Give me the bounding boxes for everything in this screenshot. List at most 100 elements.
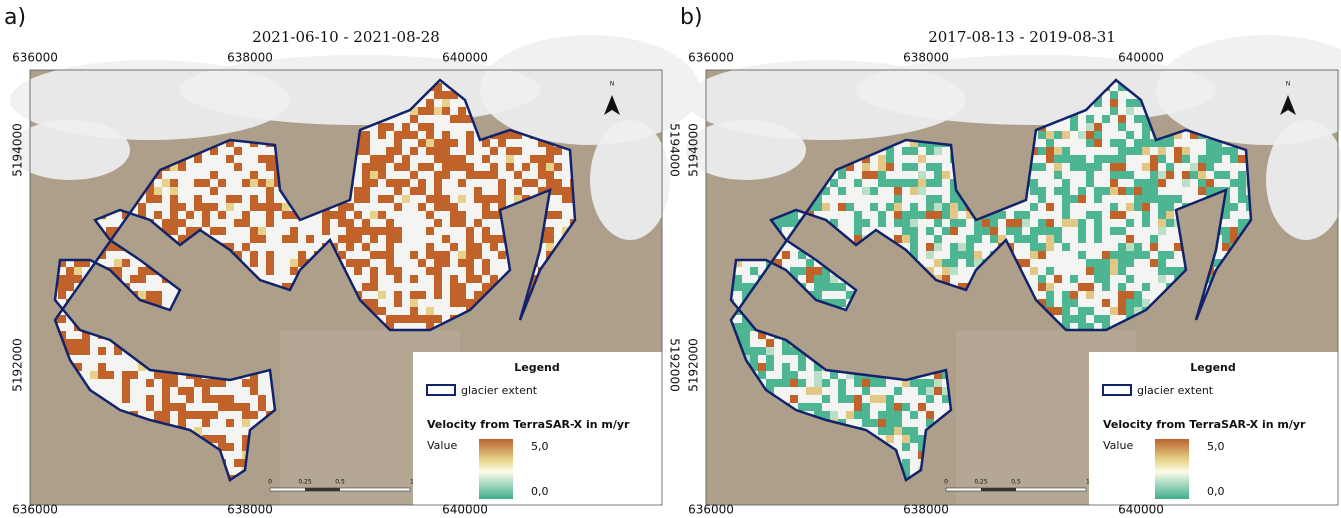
raster-cell (790, 379, 798, 387)
raster-cell (830, 179, 838, 187)
raster-cell (1046, 299, 1054, 307)
raster-cell (306, 235, 314, 243)
raster-cell (1062, 203, 1070, 211)
raster-cell (1118, 251, 1126, 259)
legend-outline-label: glacier extent (461, 384, 538, 397)
raster-cell (878, 219, 886, 227)
raster-cell (1094, 163, 1102, 171)
raster-cell (386, 251, 394, 259)
raster-cell (458, 219, 466, 227)
raster-cell (838, 379, 846, 387)
raster-cell (870, 203, 878, 211)
raster-cell (242, 403, 250, 411)
raster-cell (798, 363, 806, 371)
raster-cell (838, 203, 846, 211)
raster-cell (1086, 131, 1094, 139)
raster-cell (450, 275, 458, 283)
raster-cell (1086, 139, 1094, 147)
raster-cell (274, 203, 282, 211)
raster-cell (782, 219, 790, 227)
snow (10, 120, 130, 180)
raster-cell (910, 179, 918, 187)
raster-cell (838, 299, 846, 307)
raster-cell (386, 267, 394, 275)
raster-cell (934, 243, 942, 251)
raster-cell (210, 411, 218, 419)
raster-cell (394, 291, 402, 299)
raster-cell (418, 139, 426, 147)
raster-cell (902, 179, 910, 187)
raster-cell (242, 379, 250, 387)
raster-cell (1158, 155, 1166, 163)
raster-cell (782, 251, 790, 259)
raster-cell (218, 227, 226, 235)
raster-cell (426, 307, 434, 315)
raster-cell (1014, 219, 1022, 227)
raster-cell (466, 163, 474, 171)
raster-cell (394, 227, 402, 235)
raster-cell (234, 163, 242, 171)
snow (590, 120, 670, 240)
raster-cell (442, 147, 450, 155)
raster-cell (1054, 163, 1062, 171)
raster-cell (58, 315, 66, 323)
raster-cell (1206, 155, 1214, 163)
raster-cell (98, 363, 106, 371)
raster-cell (514, 147, 522, 155)
raster-cell (1182, 155, 1190, 163)
raster-cell (974, 235, 982, 243)
raster-cell (1102, 259, 1110, 267)
raster-cell (354, 259, 362, 267)
raster-cell (910, 219, 918, 227)
raster-cell (1062, 147, 1070, 155)
raster-cell (1110, 251, 1118, 259)
raster-cell (170, 219, 178, 227)
raster-cell (862, 419, 870, 427)
raster-cell (410, 307, 418, 315)
raster-cell (482, 203, 490, 211)
raster-cell (458, 251, 466, 259)
raster-cell (1158, 171, 1166, 179)
raster-cell (386, 179, 394, 187)
raster-cell (1118, 211, 1126, 219)
raster-cell (66, 339, 74, 347)
raster-cell (942, 259, 950, 267)
raster-cell (798, 267, 806, 275)
raster-cell (822, 275, 830, 283)
raster-cell (178, 163, 186, 171)
raster-cell (250, 411, 258, 419)
raster-cell (1126, 107, 1134, 115)
raster-cell (202, 219, 210, 227)
raster-cell (1062, 299, 1070, 307)
raster-cell (1134, 203, 1142, 211)
raster-cell (1014, 235, 1022, 243)
raster-cell (418, 123, 426, 131)
raster-cell (998, 211, 1006, 219)
raster-cell (902, 403, 910, 411)
raster-cell (1142, 219, 1150, 227)
raster-cell (370, 251, 378, 259)
raster-cell (418, 315, 426, 323)
raster-cell (982, 227, 990, 235)
raster-cell (1086, 291, 1094, 299)
raster-cell (854, 411, 862, 419)
raster-cell (434, 107, 442, 115)
raster-cell (386, 195, 394, 203)
raster-cell (1134, 147, 1142, 155)
x-coord-bottom: 636000 (688, 503, 734, 517)
raster-cell (218, 211, 226, 219)
raster-cell (1174, 147, 1182, 155)
raster-cell (410, 147, 418, 155)
raster-cell (506, 163, 514, 171)
raster-cell (838, 187, 846, 195)
raster-cell (458, 195, 466, 203)
raster-cell (926, 147, 934, 155)
raster-cell (538, 171, 546, 179)
raster-cell (338, 219, 346, 227)
raster-cell (1158, 251, 1166, 259)
raster-cell (162, 379, 170, 387)
raster-cell (878, 171, 886, 179)
raster-cell (1126, 131, 1134, 139)
raster-cell (1054, 187, 1062, 195)
raster-cell (386, 147, 394, 155)
